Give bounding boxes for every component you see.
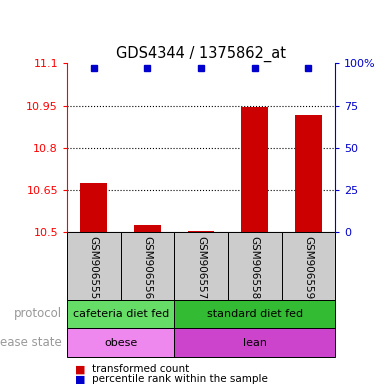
Text: GSM906559: GSM906559 [303,236,313,299]
Bar [67,232,121,300]
Text: GSM906556: GSM906556 [142,236,152,299]
Bar [121,232,174,300]
Text: ■: ■ [75,364,85,374]
Text: lean: lean [243,338,267,348]
Text: protocol: protocol [13,308,62,320]
Text: GSM906558: GSM906558 [250,236,260,299]
Text: ■: ■ [75,374,85,384]
Text: GSM906557: GSM906557 [196,236,206,299]
Bar [174,232,228,300]
Bar [241,107,268,232]
Bar [295,116,322,232]
Text: disease state: disease state [0,336,62,349]
Bar [282,232,335,300]
Text: standard diet fed: standard diet fed [207,309,303,319]
Bar [188,231,214,232]
Title: GDS4344 / 1375862_at: GDS4344 / 1375862_at [116,46,286,62]
Text: percentile rank within the sample: percentile rank within the sample [92,374,268,384]
Bar [134,225,161,232]
Bar [67,300,174,328]
Bar [174,300,335,328]
Text: transformed count: transformed count [92,364,189,374]
Bar [228,232,282,300]
Bar [67,328,174,357]
Bar [80,183,107,232]
Text: obese: obese [104,338,137,348]
Text: GSM906555: GSM906555 [89,236,99,299]
Text: cafeteria diet fed: cafeteria diet fed [72,309,169,319]
Bar [174,328,335,357]
